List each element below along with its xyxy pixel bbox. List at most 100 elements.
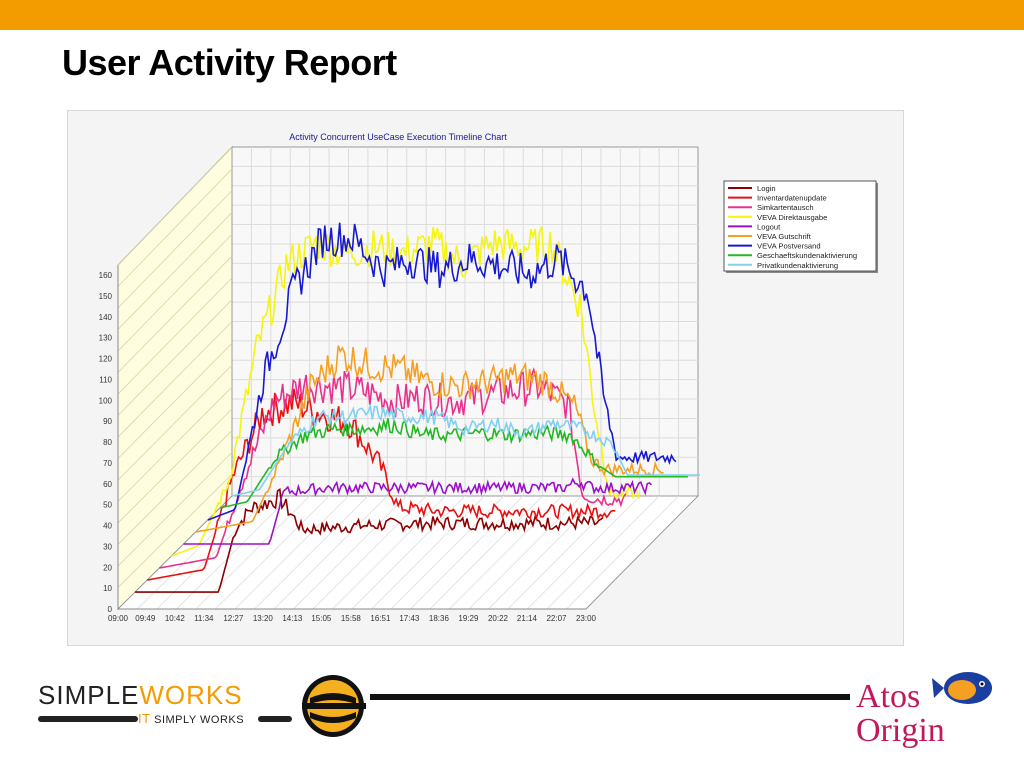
series-line-login [135,488,604,593]
x-tick-label: 09:00 [108,614,129,623]
chart-title: Activity Concurrent UseCase Execution Ti… [289,132,507,142]
y-tick-label: 140 [99,313,113,322]
x-tick-label: 15:58 [341,614,362,623]
legend-label: Inventardatenupdate [757,194,827,203]
hatch-line [117,408,233,524]
simpleworks-s-logo-icon [302,675,366,737]
hatch-line [117,233,233,352]
x-tick-label: 18:36 [429,614,450,623]
y-tick-label: 130 [99,334,113,343]
x-tick-label: 23:00 [576,614,597,623]
floor-grid-line [273,495,388,610]
slide-title: User Activity Report [62,42,397,83]
atos-origin-logo-text: Atos Origin [856,680,945,748]
hatch-line [117,146,233,266]
floor-grid-line [527,495,641,610]
floor-grid-line [156,495,272,610]
x-tick-label: 10:42 [165,614,186,623]
y-axis: 0 10 20 30 40 50 60 70 80 90 100 110 120 130 140 150 160 [99,271,113,614]
floor-grid-line [293,495,408,610]
floor-grid-line [410,495,524,610]
x-tick-label: 21:14 [517,614,538,623]
y-tick-label: 40 [103,522,112,531]
y-tick-label: 80 [103,438,112,447]
y-tick-label: 100 [99,396,113,405]
legend-label: Geschaeftskundenaktivierung [757,251,857,260]
series-line-inventardatenupdate [147,388,616,581]
chart-legend: LoginInventardatenupdateSimkartentauschV… [723,180,878,273]
floor-grid-line [312,495,427,610]
hatch-line [117,255,233,373]
x-tick-label: 12:27 [223,614,244,623]
legend-label: VEVA Postversand [757,242,821,251]
legend-label: Logout [757,222,781,231]
floor-grid-line [332,495,446,610]
legend-label: Simkartentausch [757,203,814,212]
footer-graphics [38,672,992,737]
chart-left-wall-hatching [117,146,233,588]
x-tick-label: 22:07 [546,614,567,623]
floor-grid-line [215,495,330,610]
y-tick-label: 30 [103,542,112,551]
floor-grid-line [429,495,544,610]
tagline-it: IT [138,711,151,726]
hatch-line [117,212,233,330]
hatch-line [117,473,233,588]
simple-word: SIMPLE [38,680,140,710]
x-tick-label: 19:29 [458,614,479,623]
hatch-line [117,430,233,545]
y-tick-label: 70 [103,459,112,468]
y-tick-label: 160 [99,271,113,280]
hatch-line [117,190,233,309]
x-tick-label: 16:51 [370,614,391,623]
chart-svg: Activity Concurrent UseCase Execution Ti… [99,132,878,623]
series-line-privatkundenaktivierung [231,403,700,497]
simpleworks-tagline: IT SIMPLY WORKS [138,711,244,726]
hatch-line [117,452,233,567]
hatch-line [117,364,233,481]
floor-grid-line [371,495,485,610]
floor-grid-line [351,495,466,610]
x-tick-label: 14:13 [282,614,303,623]
series-line-veva-gutschrift [195,345,664,533]
chart-panel: Activity Concurrent UseCase Execution Ti… [67,110,904,646]
atos-word: Atos [856,678,921,715]
x-tick-label: 13:20 [253,614,274,623]
y-tick-label: 50 [103,501,112,510]
tagline-left-bar [38,716,138,722]
y-tick-label: 150 [99,292,113,301]
y-tick-label: 110 [99,375,112,384]
legend-label: Login [757,184,776,193]
x-axis: 09:00 09:49 10:42 11:34 12:27 13:20 14:13 15:05… [108,614,597,623]
y-tick-label: 0 [108,605,113,614]
floor-grid-line [234,495,349,610]
series-line-logout [183,477,653,545]
hatch-line [117,277,233,395]
tagline-rest: SIMPLY WORKS [150,714,245,726]
origin-word: Origin [856,712,945,749]
x-tick-label: 09:49 [135,614,156,623]
series-line-veva-postversand [207,222,677,521]
x-tick-label: 17:43 [399,614,420,623]
series-line-geschaeftskundenaktivierung [219,418,688,509]
hatch-line [117,299,233,416]
floor-grid-line [566,495,679,610]
chart-floor-grid [137,495,679,610]
floor-grid-line [546,495,660,610]
y-tick-label: 60 [103,480,112,489]
hatch-line [117,168,233,287]
y-tick-label: 120 [99,355,113,364]
tagline-right-bar [258,716,292,722]
legend-label: VEVA Direktausgabe [757,213,827,222]
x-tick-label: 11:34 [194,614,214,623]
top-accent-bar [0,0,1024,30]
floor-grid-line [254,495,369,610]
works-word: WORKS [139,680,243,710]
x-tick-label: 15:05 [311,614,332,623]
chart-series-lines [135,222,700,593]
hatch-line [117,343,233,459]
simpleworks-logo-text: SIMPLEWORKS [38,680,243,711]
y-tick-label: 10 [103,584,112,593]
legend-label: Privatkundenaktivierung [757,261,838,270]
floor-grid-line [176,495,291,610]
